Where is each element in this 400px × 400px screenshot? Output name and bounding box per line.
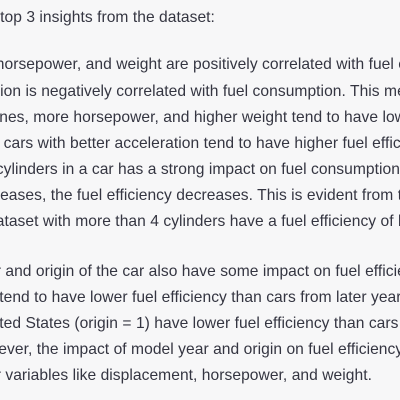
- message-line: s tend to have lower fuel efficiency tha…: [0, 289, 400, 306]
- message-line: nited States (origin = 1) have lower fue…: [0, 315, 400, 332]
- message-line: f cylinders in a car has a strong impact…: [0, 161, 400, 178]
- message-line: , horsepower, and weight are positively …: [0, 56, 400, 73]
- message-line: dataset with more than 4 cylinders have …: [0, 213, 400, 230]
- message-line: gines, more horsepower, and higher weigh…: [0, 109, 400, 126]
- message-line: le cars with better acceleration tend to…: [0, 135, 400, 152]
- message-line: er variables like displacement, horsepow…: [0, 367, 373, 384]
- message-line: ation is negatively correlated with fuel…: [0, 83, 400, 100]
- message-line: e top 3 insights from the dataset:: [0, 9, 215, 26]
- message-line: ar and origin of the car also have some …: [0, 263, 400, 280]
- message-line: creases, the fuel efficiency decreases. …: [0, 187, 400, 204]
- message-line: wever, the impact of model year and orig…: [0, 341, 400, 358]
